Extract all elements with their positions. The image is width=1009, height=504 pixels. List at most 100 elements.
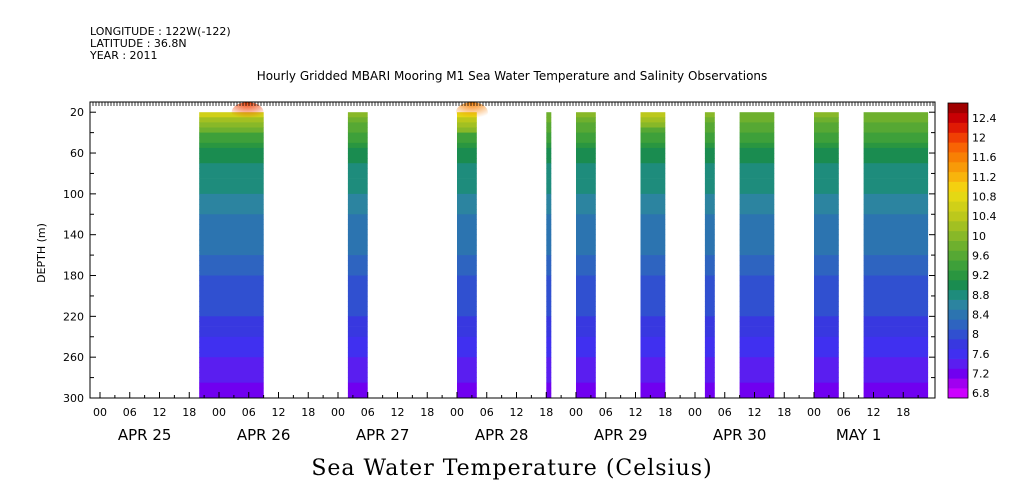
temperature-band — [704, 199, 715, 205]
temperature-band — [814, 183, 839, 190]
temperature-band — [347, 311, 368, 317]
temperature-band — [739, 295, 775, 302]
temperature-band — [640, 357, 666, 363]
temperature-band — [704, 326, 715, 333]
temperature-band — [457, 387, 477, 394]
temperature-band — [546, 188, 552, 195]
temperature-band — [546, 209, 552, 215]
temperature-band — [739, 117, 775, 123]
temperature-band — [640, 295, 666, 302]
temperature-band — [739, 229, 775, 236]
temperature-band — [739, 158, 775, 164]
temperature-band — [546, 219, 552, 225]
temperature-band — [347, 295, 368, 302]
temperature-band — [457, 331, 477, 338]
temperature-band — [640, 204, 666, 210]
temperature-band — [546, 270, 552, 276]
temperature-band — [704, 331, 715, 338]
colorbar-swatch — [948, 299, 968, 310]
x-hour-tick-label: 06 — [242, 406, 256, 419]
temperature-band — [347, 270, 368, 276]
temperature-band — [199, 321, 264, 327]
longitude-label: LONGITUDE : 122W(-122) — [90, 25, 231, 38]
temperature-band — [640, 142, 666, 149]
temperature-band — [640, 377, 666, 384]
temperature-band — [199, 117, 264, 123]
temperature-band — [814, 260, 839, 266]
temperature-band — [457, 280, 477, 287]
temperature-band — [814, 387, 839, 394]
temperature-band — [739, 209, 775, 215]
temperature-band — [640, 326, 666, 333]
temperature-band — [546, 193, 552, 200]
temperature-band — [347, 142, 368, 149]
temperature-band — [704, 127, 715, 133]
temperature-band — [199, 326, 264, 333]
temperature-band — [457, 362, 477, 368]
temperature-band — [457, 336, 477, 343]
colorbar-label: 11.6 — [972, 151, 997, 164]
temperature-band — [576, 239, 596, 246]
colorbar-swatch — [948, 309, 968, 320]
temperature-band — [347, 127, 368, 133]
temperature-band — [457, 224, 477, 230]
temperature-band — [347, 153, 368, 159]
temperature-band — [199, 331, 264, 338]
temperature-band — [347, 387, 368, 394]
temperature-band — [347, 331, 368, 338]
temperature-band — [814, 147, 839, 154]
y-tick-label: 220 — [63, 310, 84, 323]
temperature-band — [546, 326, 552, 333]
temperature-band — [457, 153, 477, 159]
temperature-band — [640, 224, 666, 230]
temperature-band — [347, 250, 368, 256]
temperature-band — [704, 367, 715, 373]
temperature-band — [457, 188, 477, 195]
temperature-band — [863, 209, 929, 215]
temperature-band — [546, 127, 552, 133]
temperature-band — [457, 122, 477, 128]
x-hour-tick-label: 06 — [123, 406, 137, 419]
temperature-band — [576, 224, 596, 230]
temperature-band — [739, 188, 775, 195]
temperature-band — [863, 341, 929, 348]
temperature-band — [457, 382, 477, 389]
temperature-band — [704, 214, 715, 220]
temperature-band — [199, 357, 264, 363]
x-hour-tick-label: 18 — [658, 406, 672, 419]
temperature-band — [457, 199, 477, 205]
x-hour-tick-label: 00 — [212, 406, 226, 419]
temperature-band — [863, 122, 929, 128]
temperature-band — [347, 199, 368, 205]
temperature-band — [199, 290, 264, 297]
colorbar-swatch — [948, 142, 968, 153]
colorbar-label: 9.2 — [972, 269, 990, 282]
temperature-band — [546, 311, 552, 317]
x-hour-tick-label: 00 — [331, 406, 345, 419]
temperature-band — [576, 137, 596, 144]
temperature-band — [457, 255, 477, 261]
colorbar-swatch — [948, 152, 968, 163]
colorbar-swatch — [948, 211, 968, 222]
temperature-band — [576, 270, 596, 276]
temperature-band — [640, 193, 666, 200]
temperature-band — [199, 234, 264, 241]
temperature-band — [814, 132, 839, 139]
temperature-band — [576, 163, 596, 169]
y-tick-label: 260 — [63, 351, 84, 364]
temperature-band — [576, 209, 596, 215]
temperature-band — [546, 316, 552, 322]
temperature-band — [347, 301, 368, 307]
temperature-band — [814, 250, 839, 256]
temperature-band — [814, 392, 839, 399]
temperature-band — [576, 387, 596, 394]
temperature-band — [199, 199, 264, 205]
temperature-band — [640, 250, 666, 256]
temperature-band — [814, 127, 839, 133]
temperature-band — [704, 295, 715, 302]
temperature-band — [704, 219, 715, 225]
temperature-band — [863, 295, 929, 302]
temperature-band — [814, 295, 839, 302]
temperature-band — [704, 234, 715, 241]
header-block: LONGITUDE : 122W(-122) LATITUDE : 36.8N … — [89, 25, 231, 62]
